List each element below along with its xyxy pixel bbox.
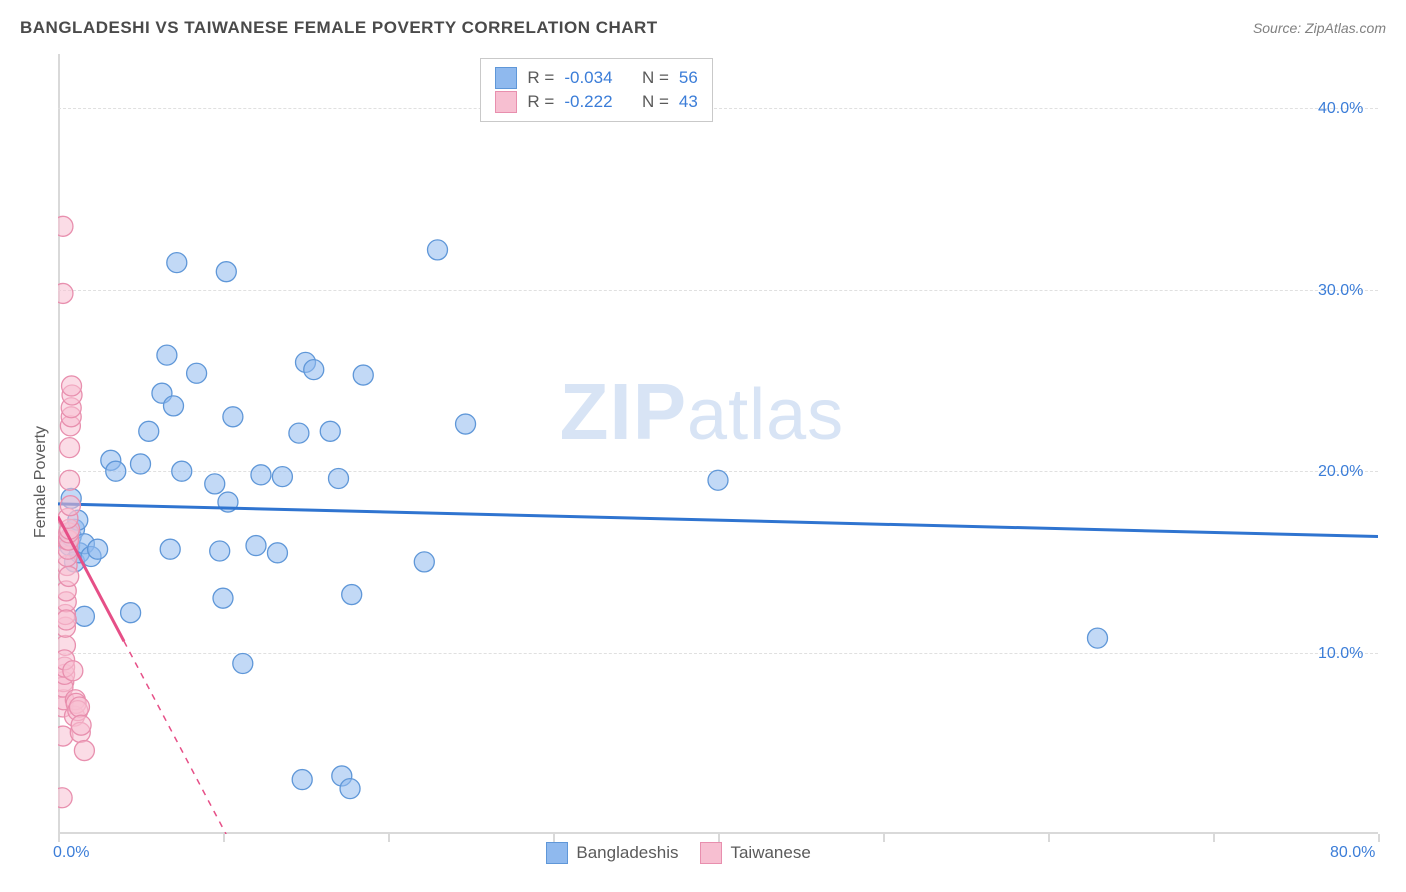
stat-r-value: -0.034: [564, 68, 612, 88]
stat-n-label: N =: [642, 68, 669, 88]
legend-label: Bangladeshis: [576, 843, 678, 863]
x-tick-mark: [1213, 834, 1215, 842]
x-tick-mark: [1378, 834, 1380, 842]
stats-row: R = -0.222 N = 43: [495, 91, 697, 113]
x-tick-mark: [223, 834, 225, 842]
stat-n-value: 43: [679, 92, 698, 112]
y-tick-label: 10.0%: [1318, 645, 1363, 663]
stat-n-label: N =: [642, 92, 669, 112]
x-tick-mark: [718, 834, 720, 842]
legend-label: Taiwanese: [730, 843, 810, 863]
gridline-h: [58, 108, 1378, 109]
source-attribution: Source: ZipAtlas.com: [1253, 20, 1386, 36]
stat-r-value: -0.222: [564, 92, 612, 112]
stats-box: R = -0.034 N = 56 R = -0.222 N = 43: [480, 58, 712, 122]
y-axis-label: Female Poverty: [32, 426, 50, 538]
stats-row: R = -0.034 N = 56: [495, 67, 697, 89]
legend-swatch: [495, 67, 517, 89]
y-tick-label: 40.0%: [1318, 100, 1363, 118]
gridline-h: [58, 471, 1378, 472]
y-tick-label: 30.0%: [1318, 282, 1363, 300]
chart-container: Female Poverty ZIPatlas 10.0%20.0%30.0%4…: [20, 54, 1386, 874]
bottom-legend: Bangladeshis Taiwanese: [546, 842, 810, 864]
stat-r-label: R =: [527, 92, 554, 112]
legend-swatch: [700, 842, 722, 864]
y-tick-label: 20.0%: [1318, 463, 1363, 481]
plot-area: [58, 54, 1378, 834]
stat-r-label: R =: [527, 68, 554, 88]
x-tick-mark: [553, 834, 555, 842]
legend-swatch: [546, 842, 568, 864]
gridline-h: [58, 653, 1378, 654]
legend-item: Taiwanese: [700, 842, 810, 864]
x-tick-mark: [58, 834, 60, 842]
x-tick-label: 80.0%: [1330, 844, 1375, 862]
x-tick-label: 0.0%: [53, 844, 89, 862]
gridline-h: [58, 290, 1378, 291]
legend-swatch: [495, 91, 517, 113]
legend-item: Bangladeshis: [546, 842, 678, 864]
stat-n-value: 56: [679, 68, 698, 88]
x-tick-mark: [1048, 834, 1050, 842]
x-tick-mark: [388, 834, 390, 842]
x-tick-mark: [883, 834, 885, 842]
chart-title: BANGLADESHI VS TAIWANESE FEMALE POVERTY …: [20, 18, 658, 37]
